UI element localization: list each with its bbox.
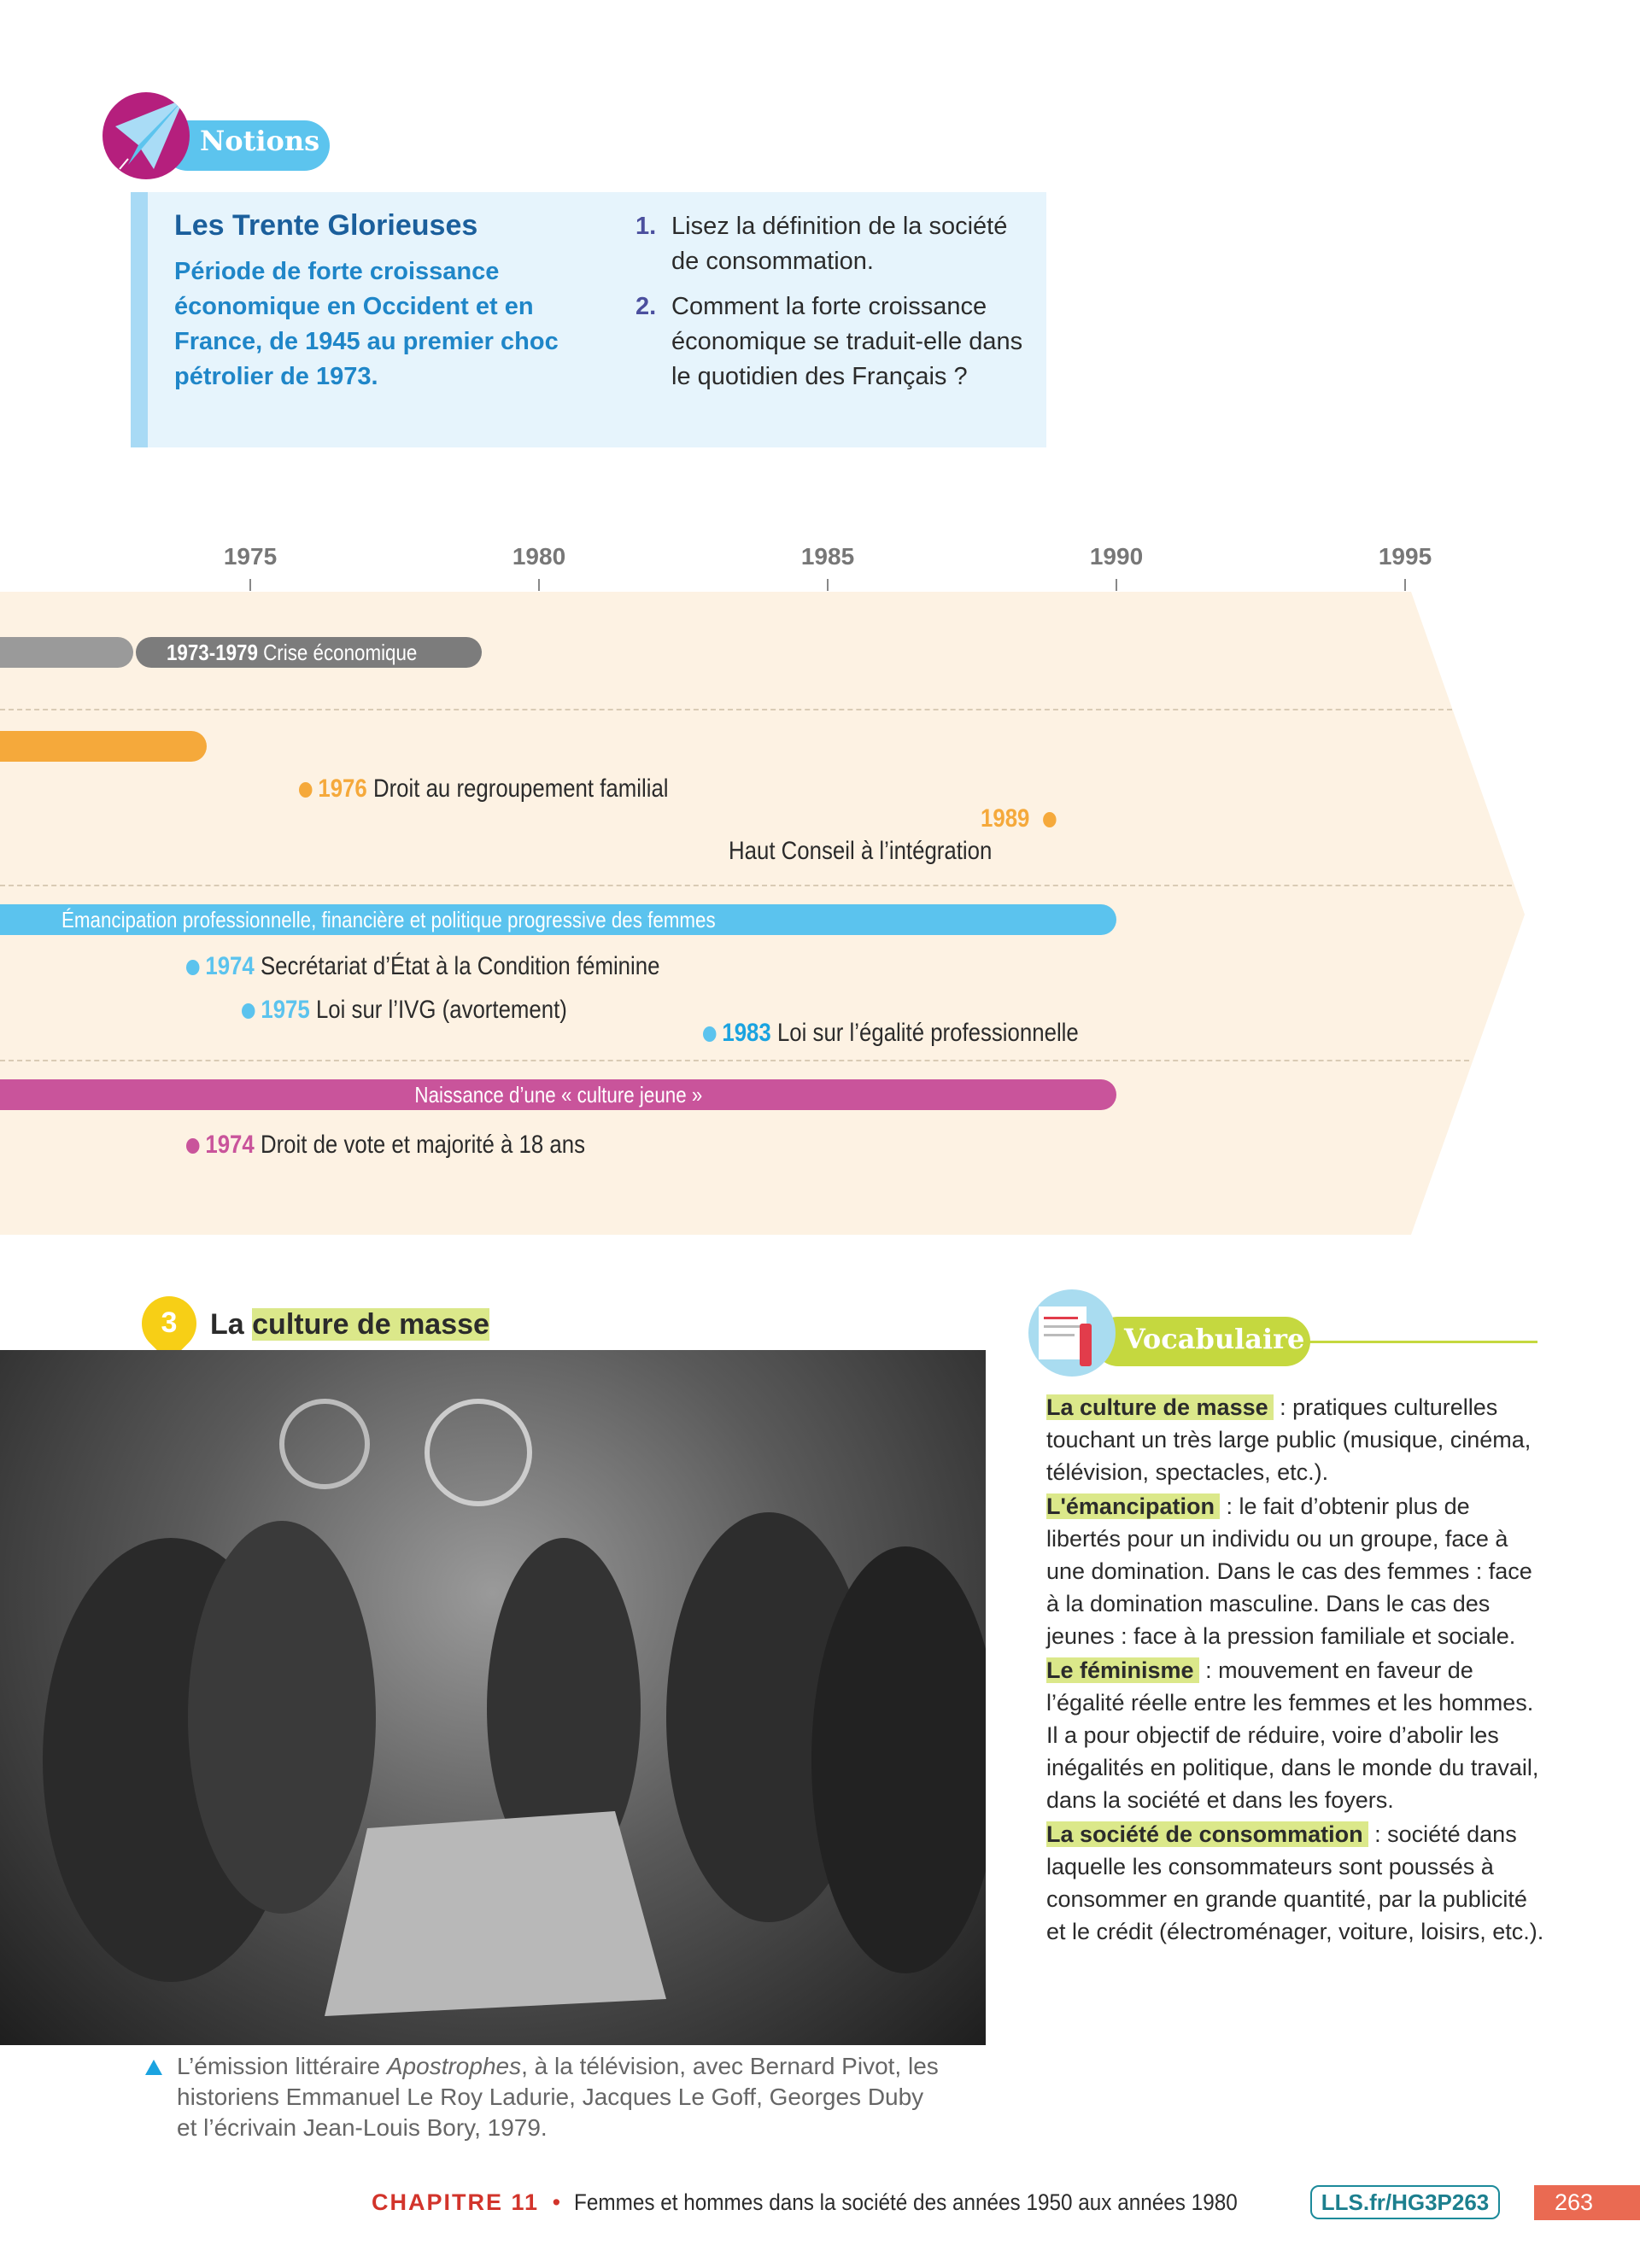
lls-link[interactable]: LLS.fr/HG3P263 — [1310, 2185, 1500, 2219]
women-bar-label: Émancipation professionnelle, financière… — [62, 907, 716, 932]
event-1989-year: 1989 — [981, 804, 1075, 833]
photo-caption: L’émission littéraire Apostrophes, à la … — [177, 2053, 939, 2141]
paper-plane-icon — [102, 92, 190, 179]
vocab-entry: La culture de masse : pratiques culturel… — [1046, 1394, 1532, 1485]
notion-column: Les Trente Glorieuses Période de forte c… — [174, 209, 601, 427]
vocab-badge — [1093, 1317, 1310, 1366]
year-tick — [538, 579, 540, 591]
question-number: 1. — [636, 213, 657, 240]
notions-badge — [162, 120, 330, 171]
youth-culture-bar: Naissance d’une « culture jeune » — [0, 1079, 1116, 1110]
year-label: 1975 — [223, 543, 278, 570]
notion-definition: Période de forte croissance économique e… — [174, 258, 559, 390]
year-tick — [1116, 579, 1117, 591]
dictionary-marker-icon — [1028, 1289, 1116, 1377]
page-number: 263 — [1534, 2185, 1640, 2220]
event-1974-women: 1974 Secrétariat d’État à la Condition f… — [186, 952, 737, 981]
year-label: 1980 — [512, 543, 566, 570]
document-number: 3 — [161, 1306, 178, 1339]
divider — [0, 1060, 1469, 1061]
event-1974-vote: 1974 Droit de vote et majorité à 18 ans — [186, 1131, 650, 1160]
vocab-line — [1110, 1341, 1538, 1343]
year-label: 1985 — [800, 543, 855, 570]
question-text: Lisez la définition de la société de con… — [671, 213, 1008, 275]
question-text: Comment la forte croissance économique s… — [671, 293, 1023, 390]
year-label: 1995 — [1378, 543, 1432, 570]
question-2: 2. Comment la forte croissance économique… — [636, 289, 1034, 395]
event-dot — [299, 782, 313, 798]
crisis-label: Crise économique — [263, 640, 418, 665]
immigration-bar — [0, 731, 207, 762]
year-tick — [249, 579, 251, 591]
questions-column: 1. Lisez la définition de la société de c… — [636, 209, 1034, 427]
year-label: 1990 — [1089, 543, 1144, 570]
divider — [0, 885, 1512, 886]
crisis-years: 1973-1979 — [167, 640, 258, 665]
vocab-entry: Le féminisme : mouvement en faveur de l’… — [1046, 1657, 1539, 1813]
year-tick — [1404, 579, 1406, 591]
crisis-bar: 1973-1979 Crise économique — [136, 637, 482, 668]
notion-title: Les Trente Glorieuses — [174, 209, 478, 242]
vocab-entry: L'émancipation : le fait d’obtenir plus … — [1046, 1493, 1532, 1649]
document-title: La culture de masse — [210, 1308, 489, 1341]
women-emancipation-bar: Émancipation professionnelle, financière… — [0, 904, 1116, 935]
caption-triangle-icon — [145, 2060, 162, 2075]
vocab-label: Vocabulaire — [1124, 1323, 1305, 1355]
question-number: 2. — [636, 293, 657, 320]
trente-glorieuses-bar-end — [0, 637, 133, 668]
event-1975: 1975 Loi sur l’IVG (avortement) — [242, 996, 620, 1025]
footer: CHAPITRE 11 • Femmes et hommes dans la s… — [372, 2189, 1311, 2216]
notions-box: Les Trente Glorieuses Période de forte c… — [131, 192, 1046, 447]
event-dot — [1043, 812, 1057, 828]
bullet: • — [552, 2189, 561, 2215]
chapter-title: Femmes et hommes dans la société des ann… — [573, 2189, 1238, 2215]
year-tick — [827, 579, 829, 591]
vocab-list: La culture de masse : pratiques culturel… — [1046, 1391, 1550, 1949]
youth-bar-label: Naissance d’une « culture jeune » — [414, 1082, 702, 1108]
vocab-entry: La société de consommation : société dan… — [1046, 1821, 1544, 1944]
question-1: 1. Lisez la définition de la société de c… — [636, 209, 1034, 279]
notions-label: Notions — [200, 125, 320, 157]
event-1976: 1976 Droit au regroupement familial — [299, 775, 729, 804]
event-1989-text: Haut Conseil à l’intégration — [729, 837, 993, 865]
event-1983: 1983 Loi sur l’égalité professionnelle — [703, 1019, 1139, 1048]
divider — [0, 709, 1452, 710]
chapter-label: CHAPITRE 11 — [372, 2189, 540, 2215]
apostrophes-photo — [0, 1350, 986, 2045]
